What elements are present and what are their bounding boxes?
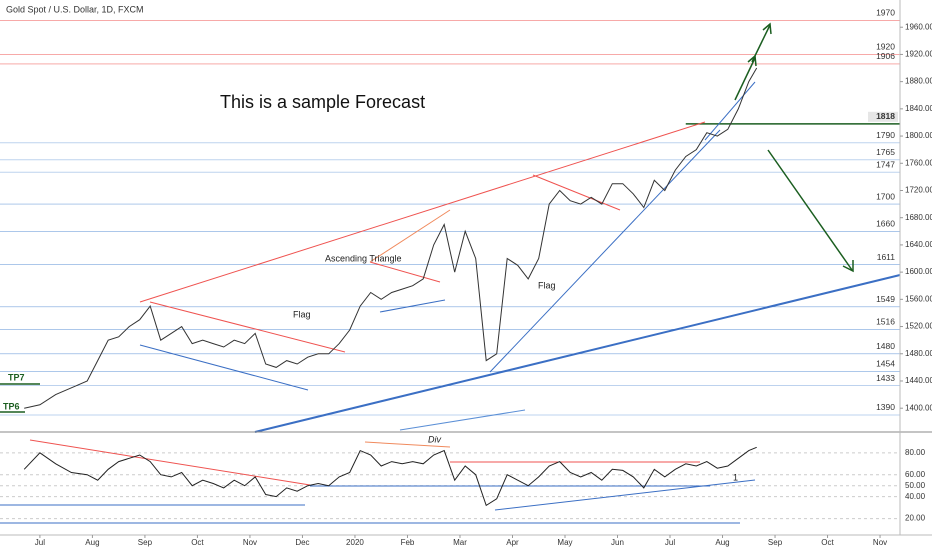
rsi-trendline xyxy=(494,479,756,511)
level-label: 1818 xyxy=(876,111,895,121)
y-tick-label: 1960.00 xyxy=(905,22,932,31)
y-tick-label: 1680.00 xyxy=(905,213,932,222)
level-label: 1747 xyxy=(876,159,895,169)
level-label: 1390 xyxy=(876,402,895,412)
x-tick-label: Sep xyxy=(138,538,153,547)
annotation: Ascending Triangle xyxy=(325,253,402,263)
rsi-trendline xyxy=(364,441,451,448)
x-tick-label: May xyxy=(557,538,572,547)
y-tick-label: 1480.00 xyxy=(905,349,932,358)
chart-title: Gold Spot / U.S. Dollar, 1D, FXCM xyxy=(6,4,144,14)
level-label: 1765 xyxy=(876,147,895,157)
annotation: 1 xyxy=(733,472,738,482)
trendline xyxy=(379,299,446,313)
trendline xyxy=(532,174,621,211)
rsi-tick-label: 80.00 xyxy=(905,448,926,457)
x-tick-label: 2020 xyxy=(346,538,364,547)
y-tick-label: 1920.00 xyxy=(905,50,932,59)
arrow-head xyxy=(762,22,772,35)
price-line xyxy=(24,67,758,409)
x-tick-label: Oct xyxy=(191,538,204,547)
level-label: 1790 xyxy=(876,130,895,140)
level-label-bg xyxy=(868,111,898,122)
x-tick-label: Apr xyxy=(506,538,519,547)
annotation: Flag xyxy=(293,309,311,319)
rsi-line xyxy=(23,446,757,507)
y-tick-label: 1800.00 xyxy=(905,131,932,140)
level-label: 1433 xyxy=(876,373,895,383)
drawings xyxy=(0,0,932,536)
level-label: 1970 xyxy=(876,8,895,18)
x-tick-label: Sep xyxy=(768,538,783,547)
rsi-tick-label: 60.00 xyxy=(905,470,926,479)
forecast-arrow xyxy=(734,57,756,101)
trendline xyxy=(139,344,309,391)
level-label: 1700 xyxy=(876,191,895,201)
x-tick-label: Oct xyxy=(821,538,834,547)
trendline xyxy=(369,209,451,263)
trendline xyxy=(369,261,441,283)
rsi-tick-label: 40.00 xyxy=(905,492,926,501)
forecast-arrow xyxy=(751,24,771,63)
y-tick-label: 1880.00 xyxy=(905,77,932,86)
trendline xyxy=(704,81,756,141)
x-tick-label: Jul xyxy=(665,538,675,547)
y-tick-label: 1560.00 xyxy=(905,294,932,303)
annotation: TP7 xyxy=(8,372,25,382)
y-tick-label: 1840.00 xyxy=(905,104,932,113)
levels xyxy=(0,20,900,520)
level-label: 1906 xyxy=(876,51,895,61)
y-tick-label: 1520.00 xyxy=(905,322,932,331)
x-tick-label: Jul xyxy=(35,538,45,547)
trendline xyxy=(149,301,346,353)
y-tick-label: 1640.00 xyxy=(905,240,932,249)
trendline xyxy=(489,129,721,373)
trendline xyxy=(254,274,901,433)
arrow-head xyxy=(842,260,854,273)
rsi-tick-label: 50.00 xyxy=(905,481,926,490)
x-tick-label: Mar xyxy=(453,538,467,547)
y-tick-label: 1760.00 xyxy=(905,158,932,167)
y-tick-label: 1400.00 xyxy=(905,403,932,412)
annotation: Flag xyxy=(538,280,556,290)
forecast-arrow xyxy=(767,149,853,271)
rsi-trendline xyxy=(29,439,311,486)
x-tick-label: Aug xyxy=(85,538,99,547)
level-label: 1480 xyxy=(876,341,895,351)
annotation: This is a sample Forecast xyxy=(220,92,425,112)
level-label: 1660 xyxy=(876,219,895,229)
level-label: 1611 xyxy=(877,252,896,262)
x-tick-label: Nov xyxy=(873,538,887,547)
x-tick-label: Feb xyxy=(401,538,415,547)
x-tick-label: Nov xyxy=(243,538,257,547)
annotation: TP6 xyxy=(3,401,20,411)
level-label: 1454 xyxy=(876,359,895,369)
trendline xyxy=(399,409,526,431)
x-tick-label: Aug xyxy=(715,538,729,547)
trendline xyxy=(139,121,706,303)
y-tick-label: 1440.00 xyxy=(905,376,932,385)
x-tick-label: Jun xyxy=(611,538,624,547)
y-tick-label: 1720.00 xyxy=(905,186,932,195)
rsi-tick-label: 20.00 xyxy=(905,514,926,523)
annotation: Div xyxy=(428,434,441,444)
level-label: 1549 xyxy=(876,294,895,304)
level-label: 1920 xyxy=(876,42,895,52)
x-tick-label: Dec xyxy=(295,538,309,547)
level-label: 1516 xyxy=(876,317,895,327)
y-tick-label: 1600.00 xyxy=(905,267,932,276)
